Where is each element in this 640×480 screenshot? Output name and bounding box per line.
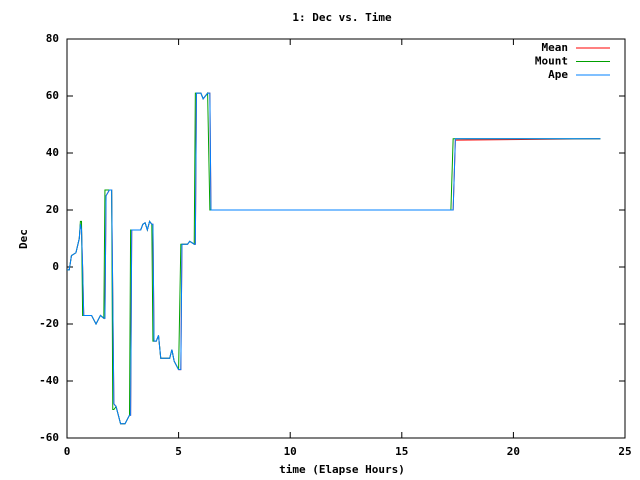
x-axis-label: time (Elapse Hours) xyxy=(279,463,405,476)
legend-label: Mount xyxy=(535,55,568,68)
x-tick-label: 5 xyxy=(175,445,182,458)
y-axis-label: Dec xyxy=(17,229,30,249)
x-tick-label: 20 xyxy=(507,445,520,458)
y-tick-label: 20 xyxy=(46,203,59,216)
y-tick-label: 40 xyxy=(46,146,59,159)
x-tick-label: 25 xyxy=(618,445,631,458)
y-tick-label: 80 xyxy=(46,32,59,45)
legend-label: Ape xyxy=(548,68,568,81)
series-line xyxy=(67,92,601,425)
y-tick-label: 60 xyxy=(46,89,59,102)
legend-label: Mean xyxy=(542,41,569,54)
y-tick-label: 0 xyxy=(52,260,59,273)
x-tick-label: 10 xyxy=(284,445,297,458)
x-tick-label: 0 xyxy=(64,445,71,458)
y-tick-label: -20 xyxy=(39,317,59,330)
y-tick-label: -60 xyxy=(39,431,59,444)
plot-frame xyxy=(66,38,626,439)
chart-title: 1: Dec vs. Time xyxy=(292,11,392,24)
y-tick-label: -40 xyxy=(39,374,59,387)
x-tick-label: 15 xyxy=(395,445,408,458)
